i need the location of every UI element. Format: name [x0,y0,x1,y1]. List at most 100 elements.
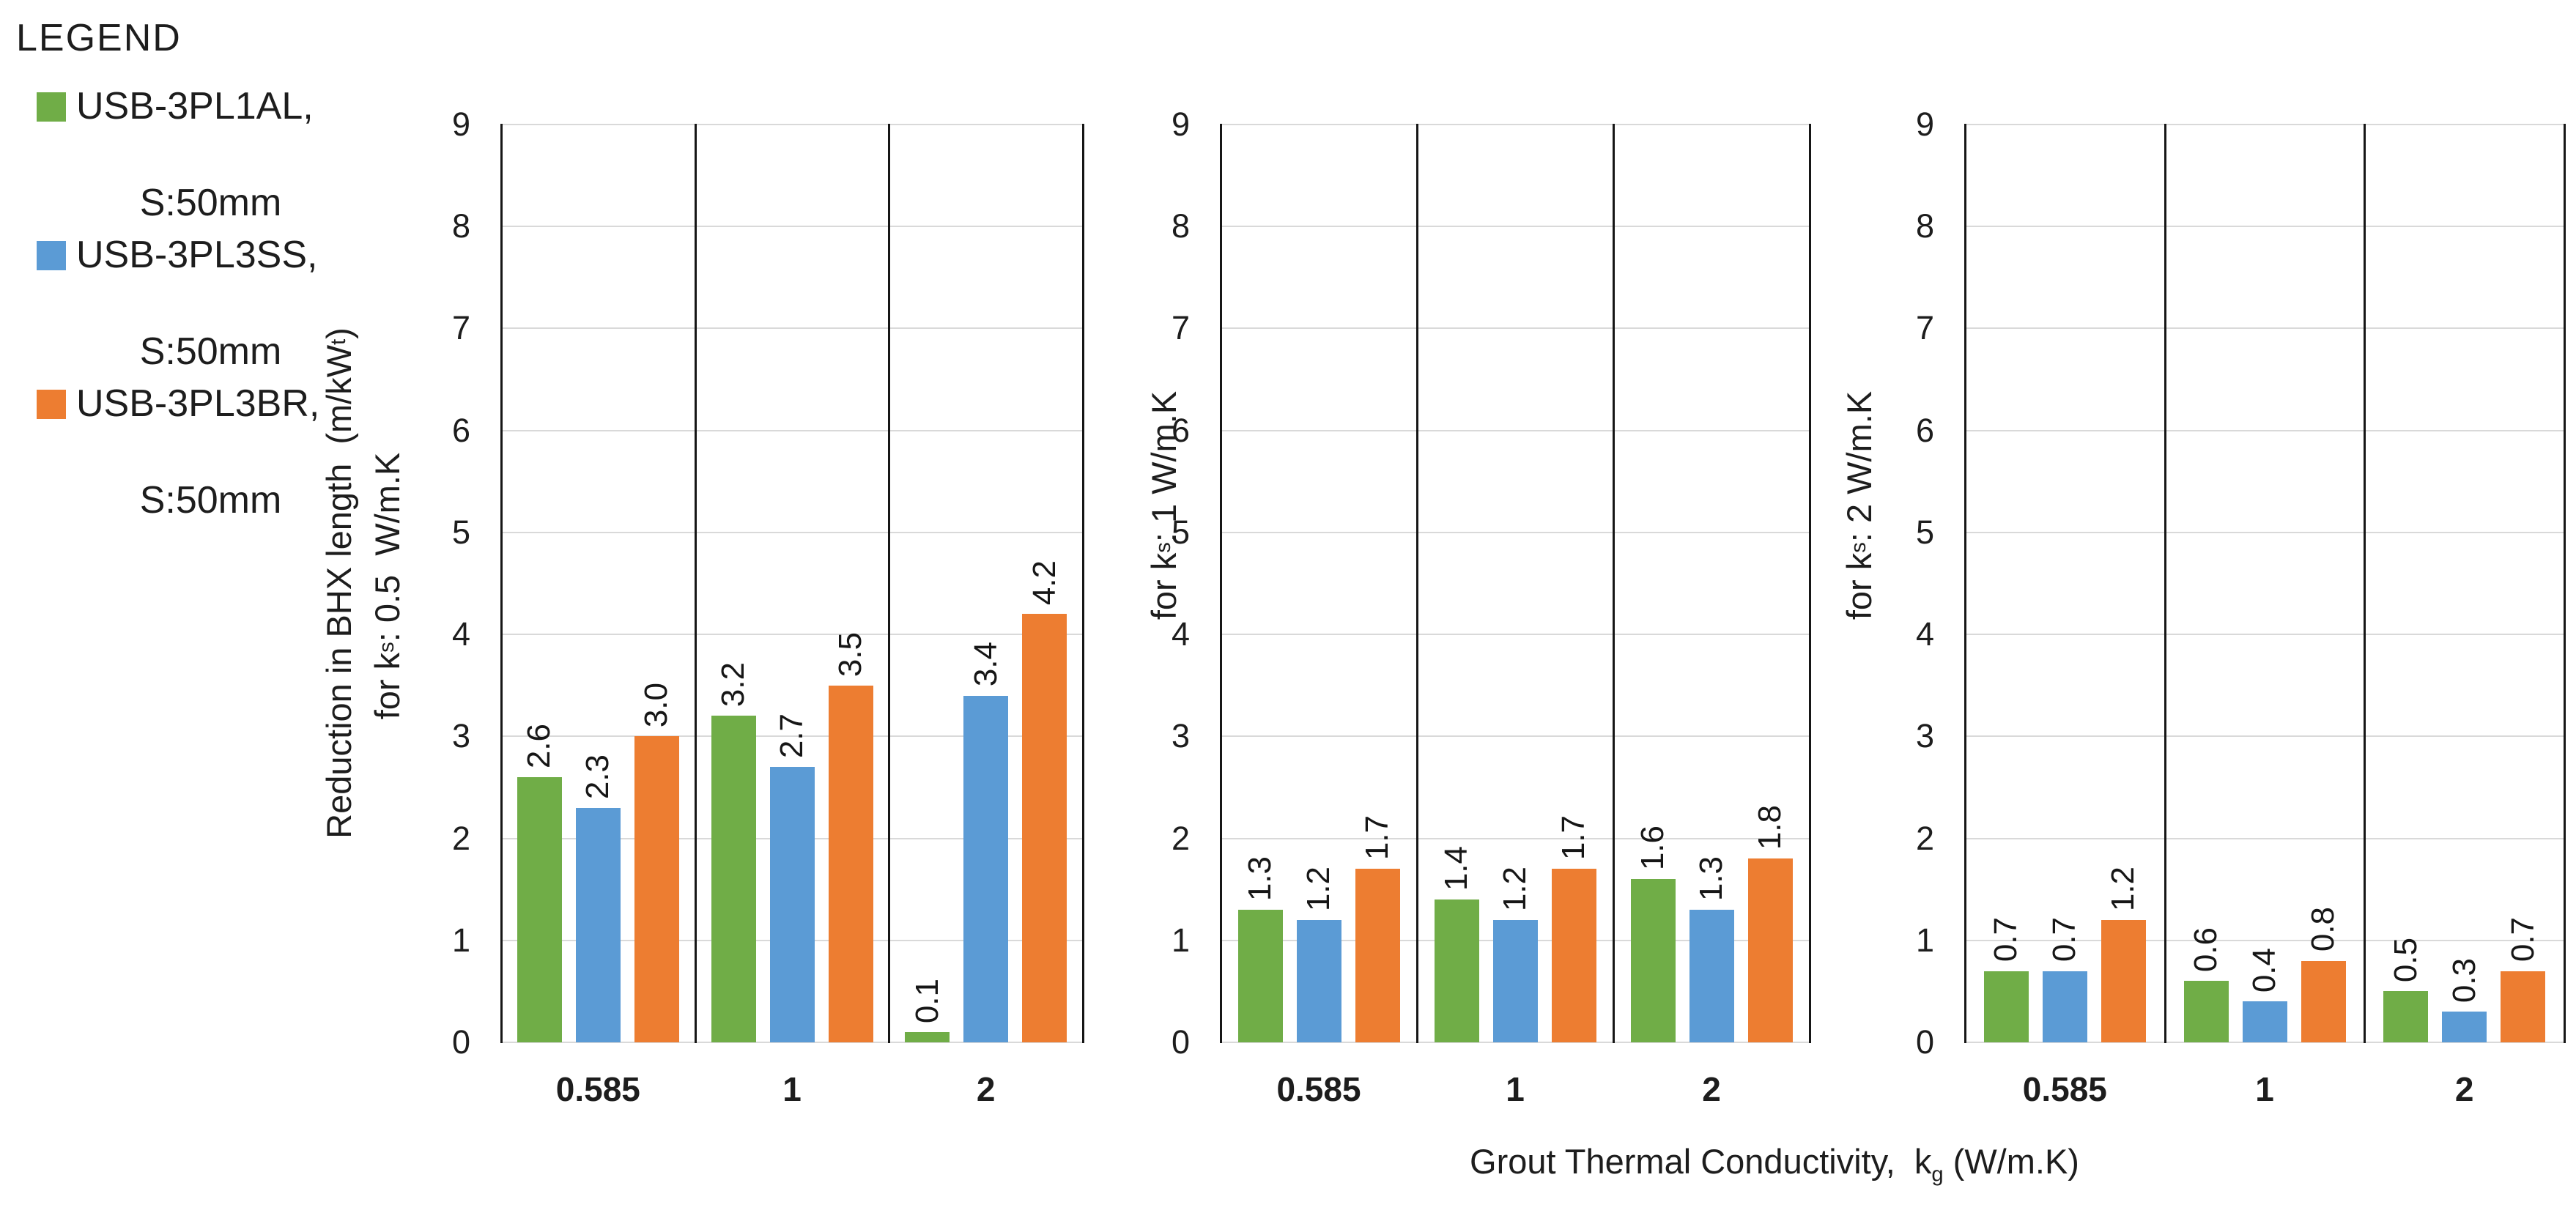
y-tick-label: 6 [1915,411,1934,449]
y-tick-label: 6 [451,411,470,449]
gridline [501,735,1083,738]
category-separator-line [1082,124,1084,1043]
y-axis-line [1220,124,1222,1043]
gridline [501,1042,1083,1043]
bar-value-label: 0.7 [2504,917,2541,962]
y-tick-label: 5 [1915,513,1934,551]
gridline [1221,226,1810,228]
bar: 1.7 [1355,815,1400,1042]
bar-value-label: 2.7 [774,713,810,759]
label-text: t [326,338,350,345]
y-tick-label: 5 [451,513,470,551]
label-text: s [1846,542,1870,553]
bar-value-label: 1.4 [1438,845,1474,891]
y-tick-label: 3 [451,717,470,755]
gridline [501,531,1083,533]
x-category-label: 0.585 [555,1070,640,1108]
y-tick-label: 4 [1171,615,1190,653]
gridline [1221,429,1810,431]
category-separator-line [1416,124,1418,1043]
legend-item-label: USB-3PL3BR, [76,382,320,425]
bar: 0.7 [2501,917,2546,1042]
category-separator-line [2364,124,2366,1043]
bar-value-label: 0.1 [908,978,945,1024]
bar: 0.7 [1983,917,2029,1042]
bar-value-label: 1.2 [1300,866,1336,911]
bar-value-label: 0.7 [1988,917,2024,962]
label-text: Reduction in BHX length (m/kW [319,344,358,839]
bar-value-label: 1.2 [1497,866,1533,911]
label-text: s [374,642,399,653]
legend-item-label-line2: S:50mm [139,182,282,224]
y-tick-label: 9 [1171,105,1190,143]
bar-value-label: 1.8 [1752,805,1788,850]
y-axis-line [500,124,503,1043]
bar-value-label: 3.5 [832,631,868,677]
gridline [1221,124,1810,125]
bar: 2.7 [769,713,815,1042]
bar-value-label: 1.7 [1359,815,1395,861]
bar: 0.1 [905,979,950,1042]
legend-item-label-line2: S:50mm [139,330,282,373]
gridline [1965,124,2564,125]
bar: 3.5 [828,632,873,1042]
gridline [501,429,1083,431]
bar: 3.2 [711,662,756,1042]
gridline [1965,327,2564,330]
label-text: g [1931,1162,1944,1187]
category-separator-line [2564,124,2566,1043]
y-tick-label: 3 [1171,717,1190,755]
label-text: : 2 W/m.K [1839,390,1879,543]
bar-value-label: 4.2 [1026,560,1062,606]
y-tick-label: 0 [1915,1023,1934,1061]
gridline [1965,1042,2564,1043]
bar: 1.2 [2101,867,2146,1042]
x-category-label: 2 [2454,1070,2474,1108]
gridline [1221,634,1810,636]
gridline [1221,531,1810,533]
label-text: Grout Thermal Conductivity, k [1470,1142,1932,1181]
label-text: for k [1839,552,1879,620]
bar: 1.3 [1237,856,1283,1042]
legend-swatch-orange-icon [37,390,66,419]
y-tick-label: 8 [1171,207,1190,245]
gridline [501,634,1083,636]
y-axis-line [1964,124,1966,1043]
bar: 0.8 [2301,907,2346,1042]
bar: 0.5 [2383,938,2429,1042]
label-text: (W/m.K) [1943,1142,2079,1181]
legend-item-usb-3pl3br: USB-3PL3BR, S:50mm [37,379,319,524]
label-text: for k [1144,552,1183,620]
x-category-label: 1 [1506,1070,1525,1108]
bar: 3.0 [634,683,679,1042]
legend-item-usb-3pl1al: USB-3PL1AL, S:50mm [37,82,314,227]
bar: 3.4 [963,642,1009,1042]
legend-item-label: USB-3PL1AL, [76,85,314,127]
bar: 0.4 [2242,948,2287,1042]
gridline [1965,837,2564,839]
bar: 0.3 [2442,958,2487,1042]
gridline [1221,837,1810,839]
x-axis-title: Grout Thermal Conductivity, kg (W/m.K) [1364,1141,2185,1187]
bar-value-label: 1.3 [1242,856,1278,901]
legend-swatch-green-icon [37,92,66,122]
bar: 1.3 [1689,856,1734,1042]
category-separator-line [2164,124,2166,1043]
gridline [501,226,1083,228]
y-tick-label: 0 [1171,1023,1190,1061]
bar: 1.6 [1630,826,1676,1042]
label-text: : 0.5 W/m.K [367,452,407,642]
bar-value-label: 1.3 [1693,856,1729,901]
y-tick-label: 9 [451,105,470,143]
bar-value-label: 0.8 [2305,907,2341,952]
bar: 2.3 [575,754,621,1042]
bar: 0.6 [2183,927,2229,1042]
gridline [1965,634,2564,636]
y-tick-label: 5 [1171,513,1190,551]
y-tick-label: 7 [1171,309,1190,347]
bar: 1.7 [1551,815,1596,1042]
gridline [1965,735,2564,738]
